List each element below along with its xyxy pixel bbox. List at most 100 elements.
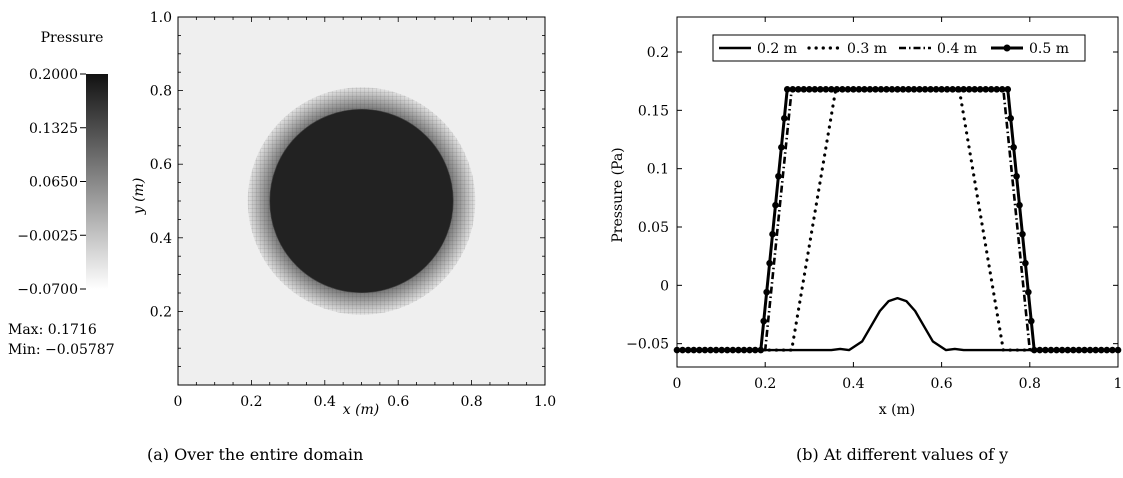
series-marker	[751, 346, 759, 354]
max-value-label: Max: 0.1716	[8, 322, 97, 338]
series-marker	[684, 346, 692, 354]
series-marker	[855, 86, 863, 93]
series-marker	[949, 86, 956, 93]
series-marker	[888, 86, 896, 93]
series-marker	[789, 86, 797, 93]
x-tick-label: 0	[673, 376, 682, 392]
y-tick-label: 1.0	[150, 10, 172, 26]
series-marker	[1070, 346, 1077, 354]
panel-pressure-domain: Pressure 0.2000 0.1325 0.0650 −0.0025 −0.070…	[0, 0, 560, 478]
y-tick-label: 0.05	[638, 220, 669, 236]
colorbar-tick-label: −0.0700	[17, 282, 78, 298]
series-marker	[740, 346, 748, 354]
series-marker	[921, 86, 929, 93]
colorbar-tick-label: 0.2000	[29, 67, 78, 83]
legend-label: 0.3 m	[847, 41, 887, 57]
panel-pressure-profiles: 0 0.2 0.4 0.6 0.8 1 −0.05 0 0.05 0.1 0.15 0.2 0.2 m…	[560, 0, 1123, 478]
x-axis-label: x (m)	[879, 402, 916, 418]
y-tick-label: 0.15	[638, 103, 669, 119]
pressure-profile-plot: 0 0.2 0.4 0.6 0.8 1 −0.05 0 0.05 0.1 0.15 0.2 0.2 m…	[610, 16, 1123, 418]
series-marker	[998, 86, 1006, 93]
series-marker	[872, 86, 879, 93]
pressure-field-plot: Pressure 0.2000 0.1325 0.0650 −0.0025 −0.070…	[8, 10, 556, 418]
series-marker	[794, 86, 802, 93]
x-tick-label: 1.0	[534, 394, 556, 410]
y-tick-label: 0.1	[647, 162, 669, 178]
legend-label: 0.2 m	[757, 41, 797, 57]
colorbar-tick-label: 0.1325	[29, 121, 78, 137]
series-line-1	[675, 87, 1120, 352]
y-axis-label: y (m)	[131, 178, 147, 216]
series-marker	[960, 86, 967, 93]
plot-frame	[676, 16, 1119, 368]
series-marker	[828, 86, 835, 93]
y-tick-label: 0.2	[150, 304, 172, 320]
legend-label: 0.5 m	[1029, 41, 1069, 57]
series-marker	[729, 346, 737, 354]
series-marker	[916, 86, 923, 93]
series-marker	[723, 346, 731, 354]
colorbar-tick-label: 0.0650	[29, 175, 78, 191]
series-line-2	[677, 88, 1118, 352]
series-marker	[769, 230, 776, 238]
series-marker	[954, 86, 962, 93]
series-marker	[811, 86, 819, 93]
series-marker	[910, 86, 918, 93]
x-tick-label: 0.8	[1019, 376, 1041, 392]
series-marker	[1027, 317, 1035, 325]
x-tick-label: 1	[1114, 376, 1123, 392]
series-marker	[775, 172, 782, 180]
series-marker	[1025, 288, 1032, 296]
y-tick-label: 0.4	[150, 231, 172, 247]
series-marker	[1030, 346, 1038, 354]
series-marker	[1013, 172, 1020, 180]
series-marker	[1064, 346, 1072, 354]
y-tick-label: 0.2	[647, 45, 669, 61]
series-marker	[707, 346, 714, 354]
series-marker	[976, 86, 984, 93]
series-marker	[766, 259, 773, 267]
min-value-label: Min: −0.05787	[8, 342, 115, 358]
legend: 0.2 m 0.3 m 0.4 m 0.5 m	[712, 34, 1086, 62]
series-marker	[778, 143, 785, 151]
series-marker	[1086, 346, 1094, 354]
series-marker	[1004, 86, 1012, 93]
y-tick-label: 0.8	[150, 84, 172, 100]
series-marker	[781, 115, 788, 122]
series-marker	[712, 346, 720, 354]
x-tick-label: 0.6	[930, 376, 952, 392]
colorbar-tick-label: −0.0025	[17, 228, 78, 244]
high-pressure-disk	[269, 108, 454, 294]
series-marker	[938, 86, 945, 93]
series-marker	[982, 86, 989, 93]
colorbar	[86, 74, 108, 289]
series-marker	[905, 86, 912, 93]
series-marker	[760, 317, 768, 325]
colorbar-title: Pressure	[41, 30, 104, 46]
series-marker	[861, 86, 868, 93]
series-marker	[932, 86, 940, 93]
caption-b: (b) At different values of y	[796, 445, 1009, 464]
series-marker	[883, 86, 890, 93]
x-tick-label: 0.8	[460, 394, 482, 410]
series-marker	[844, 86, 852, 93]
series-marker	[894, 86, 901, 93]
series-marker	[839, 86, 846, 93]
series-marker	[1114, 346, 1122, 354]
x-tick-label: 0.4	[842, 376, 864, 392]
series-marker	[927, 86, 934, 93]
series-marker	[701, 346, 709, 354]
series-marker	[673, 346, 681, 354]
series-marker	[800, 86, 808, 93]
series-marker	[1109, 346, 1116, 354]
x-tick-label: 0.2	[754, 376, 776, 392]
y-tick-label: 0	[660, 278, 669, 294]
legend-label: 0.4 m	[937, 41, 977, 57]
series-line-0	[677, 296, 1118, 352]
series-marker	[1075, 346, 1083, 354]
series-marker	[679, 346, 686, 354]
series-marker	[1103, 346, 1111, 354]
series-marker	[718, 346, 725, 354]
series-marker	[987, 86, 995, 93]
series-marker	[1053, 346, 1060, 354]
